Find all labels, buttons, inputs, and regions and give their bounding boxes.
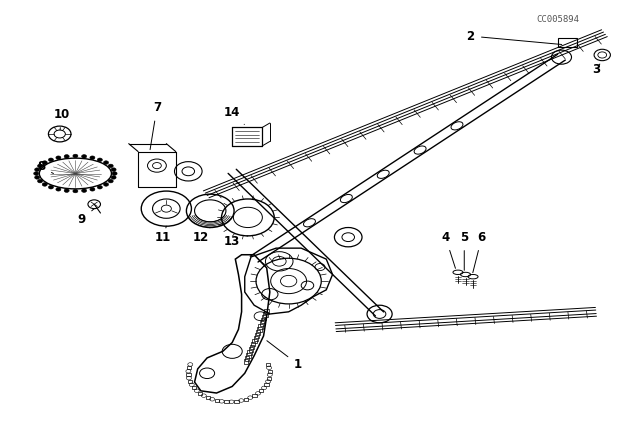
Circle shape <box>42 183 47 186</box>
Text: 13: 13 <box>224 235 248 248</box>
Circle shape <box>108 179 113 183</box>
Circle shape <box>82 155 86 158</box>
Circle shape <box>38 164 43 168</box>
Text: 7: 7 <box>150 101 161 150</box>
Text: 6: 6 <box>473 231 486 273</box>
Circle shape <box>49 185 54 189</box>
Text: 5: 5 <box>460 231 468 270</box>
Circle shape <box>104 183 109 186</box>
Text: 9: 9 <box>77 209 94 226</box>
Circle shape <box>112 172 117 175</box>
Text: 12: 12 <box>193 228 211 244</box>
Text: CC005894: CC005894 <box>537 15 580 24</box>
Circle shape <box>35 176 40 179</box>
Circle shape <box>35 168 40 171</box>
Circle shape <box>111 168 116 171</box>
Circle shape <box>42 161 47 164</box>
Circle shape <box>73 154 78 158</box>
Text: 11: 11 <box>155 226 172 244</box>
Circle shape <box>34 172 38 175</box>
Circle shape <box>82 189 86 192</box>
Circle shape <box>56 156 61 159</box>
Circle shape <box>108 164 113 168</box>
Circle shape <box>56 188 61 191</box>
Circle shape <box>104 161 109 164</box>
Circle shape <box>64 155 69 158</box>
Text: 10: 10 <box>54 108 70 130</box>
Text: 4: 4 <box>442 231 456 268</box>
Circle shape <box>38 179 43 183</box>
Circle shape <box>97 185 102 189</box>
Circle shape <box>97 158 102 162</box>
Circle shape <box>90 188 95 191</box>
Circle shape <box>90 156 95 159</box>
Circle shape <box>49 158 54 162</box>
Text: 14: 14 <box>224 106 244 125</box>
Text: 3: 3 <box>592 63 600 76</box>
Text: 2: 2 <box>467 30 562 44</box>
Text: 8: 8 <box>36 160 54 173</box>
Circle shape <box>73 190 78 193</box>
Circle shape <box>64 189 69 192</box>
Circle shape <box>111 176 116 179</box>
Text: 1: 1 <box>267 340 302 371</box>
